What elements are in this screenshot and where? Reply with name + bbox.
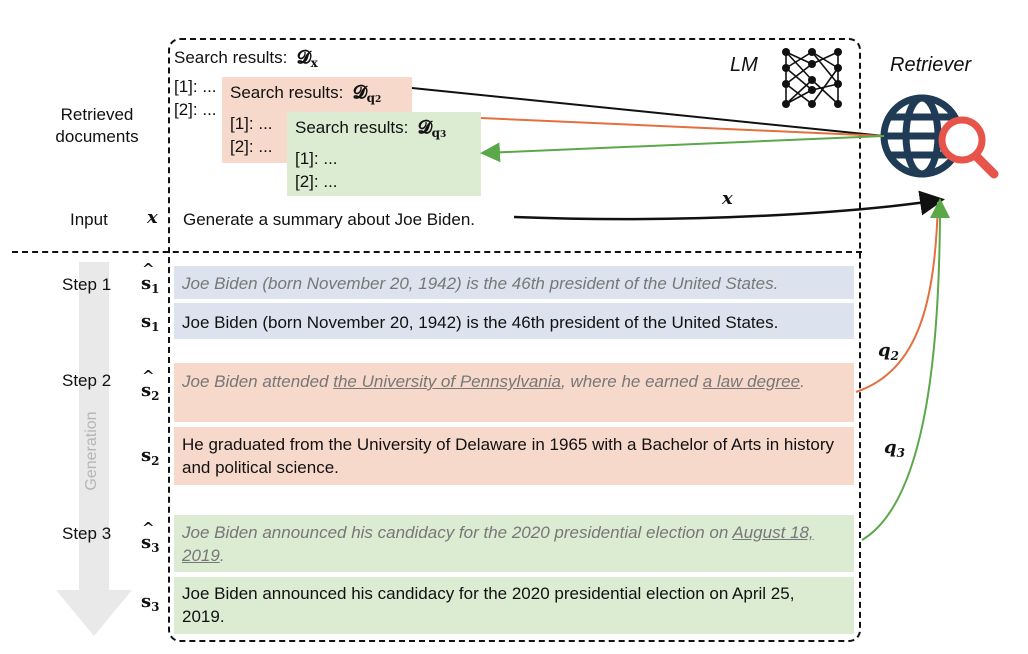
s1-sentence: Joe Biden (born November 20, 1942) is th… xyxy=(174,303,854,339)
x-symbol: x xyxy=(147,207,158,228)
generation-label: Generation xyxy=(83,411,100,491)
s2-symbol: s2 xyxy=(141,445,160,468)
step2-label: Step 2 xyxy=(62,371,112,390)
s1-symbol: s1 xyxy=(141,311,160,334)
s3-hat-symbol: s3 xyxy=(141,519,160,555)
s2-sentence: He graduated from the University of Dela… xyxy=(174,427,854,485)
s2-hat-symbol: s2 xyxy=(141,367,160,403)
retrieved-documents-label: Retrieved documents xyxy=(55,105,139,146)
step3-label: Step 3 xyxy=(62,524,112,543)
input-output-divider xyxy=(12,251,862,253)
s1-hat-symbol: s1 xyxy=(141,260,160,296)
q2-query-label: q2 xyxy=(878,340,899,363)
s3-sentence: Joe Biden announced his candidacy for th… xyxy=(174,577,854,634)
input-label: Input xyxy=(70,210,108,229)
q3-query-label: q3 xyxy=(884,437,905,460)
s3-hat-sentence: Joe Biden announced his candidacy for th… xyxy=(174,515,854,572)
search-results-q3: Search results: 𝓓q3 [1]: ... [2]: ... xyxy=(287,112,481,196)
step1-label: Step 1 xyxy=(62,275,112,294)
lm-label: LM xyxy=(730,54,758,76)
x-query-label: x xyxy=(722,188,733,209)
s1-hat-sentence: Joe Biden (born November 20, 1942) is th… xyxy=(174,266,854,299)
s3-symbol: s3 xyxy=(141,591,160,614)
input-text: Generate a summary about Joe Biden. xyxy=(183,210,475,229)
retriever-label: Retriever xyxy=(890,54,972,76)
s2-hat-sentence: Joe Biden attended the University of Pen… xyxy=(174,363,854,422)
